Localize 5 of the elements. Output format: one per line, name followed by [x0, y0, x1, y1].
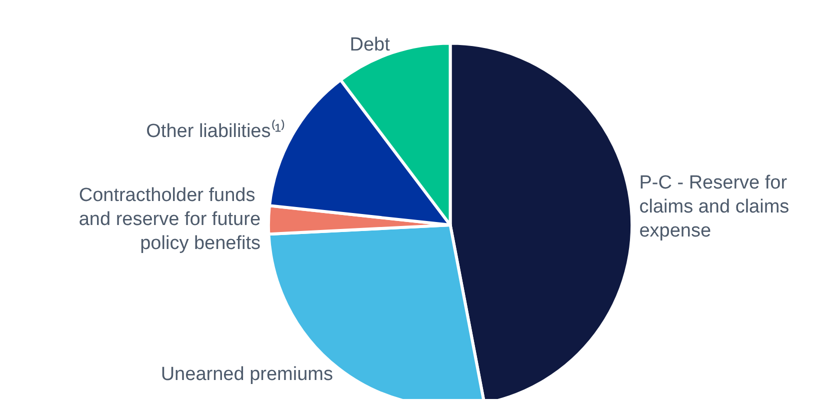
slice-label: Debt [350, 34, 391, 56]
slice-label: Unearned premiums [160, 364, 333, 385]
slice-label: Other liabilities⁽¹⁾ [146, 118, 286, 142]
slice-label: P-C - Reserve for claims and claims expense [639, 172, 794, 242]
slice-label: Contractholder funds and reserve for future policy benefits [78, 185, 261, 254]
